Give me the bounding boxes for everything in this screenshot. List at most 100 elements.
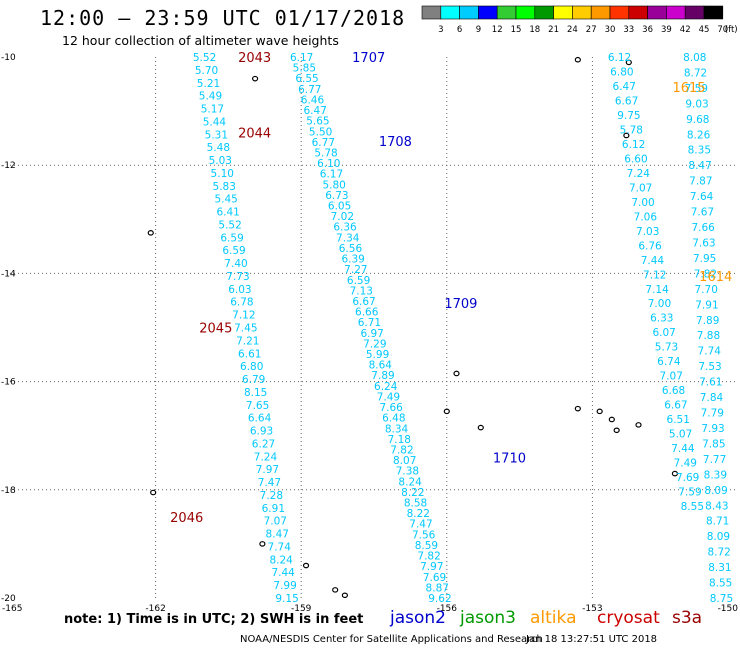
wave-height-label: 7.56 bbox=[412, 529, 436, 541]
wave-height-label: 7.24 bbox=[254, 451, 278, 463]
legend-jason2: jason2 bbox=[390, 608, 446, 628]
wave-height-label: 8.39 bbox=[704, 469, 727, 481]
colorbar-label: 45 bbox=[699, 25, 710, 35]
wave-height-label: 7.14 bbox=[645, 284, 669, 296]
wave-height-label: 6.51 bbox=[667, 414, 690, 426]
x-tick-label: -156 bbox=[437, 604, 458, 614]
wave-height-label: 7.93 bbox=[701, 423, 724, 435]
grid-lines bbox=[10, 57, 738, 598]
wave-height-label: 6.67 bbox=[664, 400, 687, 412]
wave-height-label: 6.48 bbox=[382, 413, 405, 425]
wave-height-label: 6.77 bbox=[312, 137, 335, 149]
wave-height-label: 7.59 bbox=[685, 83, 708, 95]
wave-height-label: 8.72 bbox=[707, 547, 730, 559]
wave-height-label: 7.85 bbox=[702, 438, 725, 450]
colorbar-swatch bbox=[534, 5, 554, 20]
wave-height-label: 6.80 bbox=[240, 361, 263, 373]
island-shape bbox=[671, 470, 679, 477]
wave-height-label: 8.75 bbox=[710, 593, 733, 605]
footer-note: note: 1) Time is in UTC; 2) SWH is in fe… bbox=[64, 612, 364, 627]
y-tick-label: -12 bbox=[1, 161, 16, 171]
track-label: 1614 bbox=[699, 270, 732, 285]
wave-height-label: 7.63 bbox=[692, 237, 715, 249]
track-label: 2046 bbox=[170, 511, 203, 526]
wave-height-label: 5.78 bbox=[314, 147, 337, 159]
wave-height-label: 6.36 bbox=[333, 222, 357, 234]
colorbar-swatch bbox=[515, 5, 536, 20]
island-shape bbox=[302, 562, 310, 569]
wave-height-label: 7.70 bbox=[695, 284, 718, 296]
wave-height-values: 5.525.705.215.495.175.445.315.485.035.10… bbox=[193, 52, 733, 605]
y-tick-label: -16 bbox=[1, 378, 16, 388]
colorbar-swatch bbox=[478, 5, 498, 20]
wave-height-label: 7.13 bbox=[350, 285, 373, 297]
wave-height-label: 7.69 bbox=[676, 472, 699, 484]
wave-height-label: 7.40 bbox=[224, 258, 247, 270]
wave-height-label: 8.24 bbox=[269, 554, 293, 566]
wave-height-label: 8.72 bbox=[684, 67, 707, 79]
wave-height-label: 7.24 bbox=[627, 168, 651, 180]
island-shape bbox=[596, 408, 603, 415]
wave-height-label: 6.46 bbox=[301, 94, 325, 106]
wave-height-label: 7.47 bbox=[258, 477, 281, 489]
wave-height-label: 8.55 bbox=[681, 501, 704, 513]
wave-height-label: 8.07 bbox=[393, 455, 416, 467]
wave-height-label: 8.22 bbox=[407, 508, 430, 520]
wave-height-label: 7.89 bbox=[371, 370, 394, 382]
x-tick-label: -162 bbox=[145, 604, 165, 614]
wave-height-label: 6.76 bbox=[638, 240, 662, 252]
track-label: 1709 bbox=[444, 297, 477, 312]
wave-height-label: 5.49 bbox=[199, 91, 222, 103]
wave-height-label: 5.52 bbox=[218, 219, 241, 231]
axis-ticks: -165 -162 -159 -156 -153 -150 -10 -12 -14 -16 -18 -… bbox=[1, 53, 738, 614]
wave-height-label: 5.73 bbox=[655, 342, 678, 354]
wave-height-label: 6.97 bbox=[360, 328, 383, 340]
island-shape bbox=[332, 587, 339, 593]
wave-height-label: 7.00 bbox=[631, 197, 654, 209]
colorbar-swatch bbox=[590, 5, 611, 20]
island-shape bbox=[625, 59, 632, 66]
wave-height-label: 7.82 bbox=[694, 268, 717, 280]
wave-height-label: 7.18 bbox=[388, 434, 411, 446]
wave-height-label: 7.66 bbox=[691, 222, 715, 234]
island-shape bbox=[443, 408, 450, 415]
colorbar-swatch bbox=[459, 5, 479, 20]
wave-height-label: 7.89 bbox=[696, 315, 719, 327]
y-tick-label: -20 bbox=[1, 594, 16, 604]
wave-height-label: 7.79 bbox=[701, 408, 724, 420]
chart-title: 12:00 – 23:59 UTC 01/17/2018 bbox=[40, 6, 406, 30]
wave-height-label: 6.78 bbox=[230, 297, 253, 309]
wave-height-label: 5.31 bbox=[205, 129, 228, 141]
wave-height-label: 6.61 bbox=[238, 348, 261, 360]
colorbar-label: 36 bbox=[642, 25, 653, 35]
wave-height-label: 7.07 bbox=[660, 371, 683, 383]
wave-height-label: 7.53 bbox=[698, 361, 721, 373]
colorbar-swatch bbox=[553, 5, 573, 20]
wave-height-label: 5.83 bbox=[213, 181, 236, 193]
x-tick-label: -153 bbox=[582, 604, 602, 614]
wave-height-label: 5.65 bbox=[306, 116, 329, 128]
wave-height-label: 8.87 bbox=[426, 582, 449, 594]
wave-height-label: 8.09 bbox=[704, 485, 727, 497]
wave-height-label: 6.68 bbox=[662, 385, 685, 397]
colorbar-swatch bbox=[684, 5, 705, 20]
wave-height-label: 7.59 bbox=[678, 487, 701, 499]
colorbar-label: 18 bbox=[529, 25, 540, 35]
island-shape bbox=[259, 541, 266, 547]
colorbar-swatch bbox=[647, 5, 667, 20]
colorbar-swatch bbox=[440, 5, 460, 20]
wave-height-label: 6.39 bbox=[341, 254, 364, 266]
wave-height-label: 7.84 bbox=[700, 392, 724, 404]
wave-height-label: 6.59 bbox=[347, 275, 370, 287]
wave-height-label: 7.65 bbox=[246, 400, 269, 412]
wave-height-label: 5.80 bbox=[322, 179, 345, 191]
colorbar-label: 6 bbox=[457, 25, 462, 35]
island-shape bbox=[623, 132, 630, 139]
island-shape bbox=[150, 489, 157, 496]
wave-height-label: 8.58 bbox=[404, 498, 427, 510]
wave-height-label: 7.74 bbox=[698, 346, 722, 358]
wave-height-label: 7.88 bbox=[697, 330, 720, 342]
wave-height-label: 6.71 bbox=[358, 317, 381, 329]
colorbar-label: 70 bbox=[717, 25, 728, 35]
wave-height-label: 7.34 bbox=[336, 232, 360, 244]
